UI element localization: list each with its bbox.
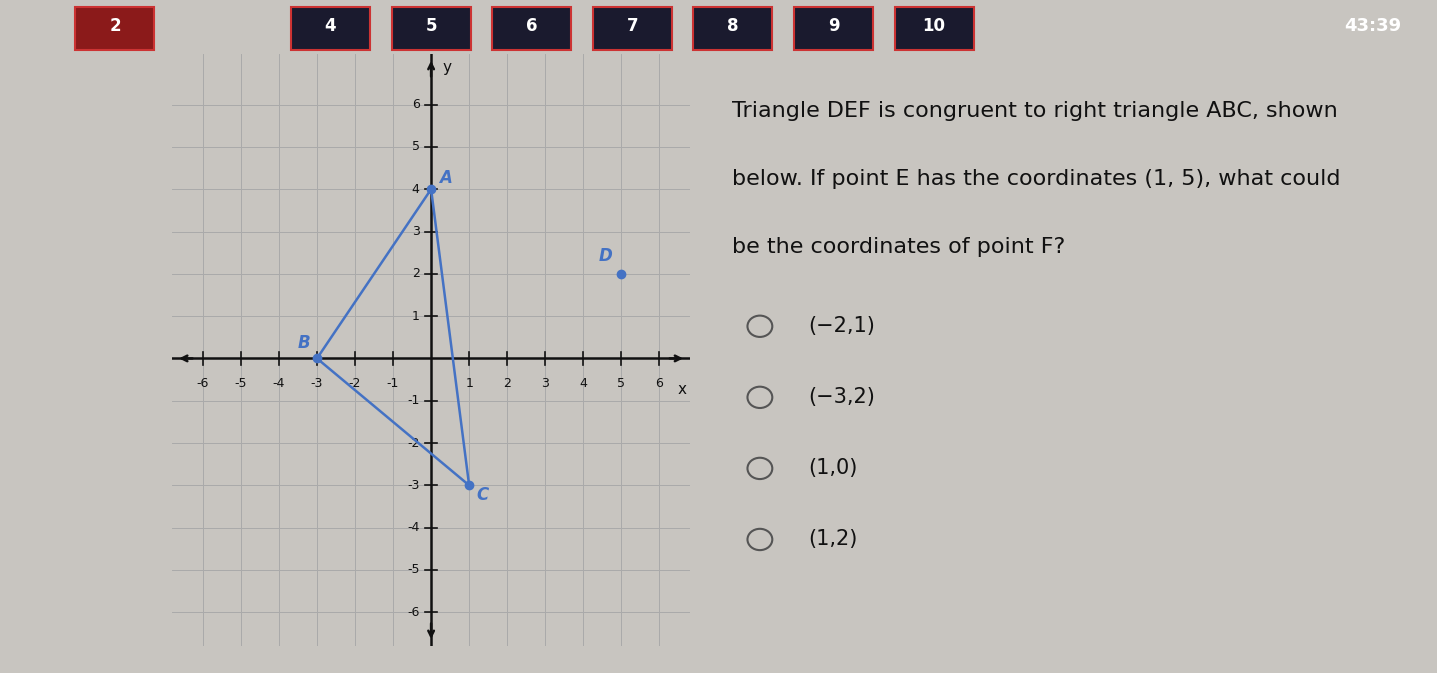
Text: A: A bbox=[438, 169, 451, 187]
Text: 6: 6 bbox=[412, 98, 420, 111]
Text: (−2,1): (−2,1) bbox=[808, 316, 875, 336]
Text: -4: -4 bbox=[273, 378, 285, 390]
Text: 2: 2 bbox=[109, 17, 121, 35]
Text: 3: 3 bbox=[412, 225, 420, 238]
Bar bbox=[391, 7, 470, 50]
Text: Triangle DEF is congruent to right triangle ABC, shown: Triangle DEF is congruent to right trian… bbox=[733, 101, 1338, 121]
Text: -3: -3 bbox=[407, 479, 420, 492]
Text: 7: 7 bbox=[627, 17, 638, 35]
Text: be the coordinates of point F?: be the coordinates of point F? bbox=[733, 238, 1066, 258]
Text: -2: -2 bbox=[349, 378, 361, 390]
Text: 2: 2 bbox=[503, 378, 512, 390]
Text: 2: 2 bbox=[412, 267, 420, 281]
Text: 43:39: 43:39 bbox=[1344, 17, 1401, 35]
Text: -6: -6 bbox=[407, 606, 420, 618]
Bar bbox=[76, 7, 155, 50]
Text: C: C bbox=[477, 486, 489, 504]
Text: (1,2): (1,2) bbox=[808, 530, 858, 549]
Bar bbox=[592, 7, 671, 50]
Text: -5: -5 bbox=[407, 563, 420, 577]
Text: 8: 8 bbox=[727, 17, 739, 35]
Text: B: B bbox=[297, 334, 310, 352]
Text: 4: 4 bbox=[412, 182, 420, 196]
Text: -5: -5 bbox=[234, 378, 247, 390]
Text: 6: 6 bbox=[526, 17, 537, 35]
Text: -6: -6 bbox=[197, 378, 208, 390]
Text: 5: 5 bbox=[425, 17, 437, 35]
Text: -4: -4 bbox=[407, 521, 420, 534]
Text: 5: 5 bbox=[411, 141, 420, 153]
Text: 6: 6 bbox=[655, 378, 664, 390]
Text: -1: -1 bbox=[407, 394, 420, 407]
Bar bbox=[290, 7, 371, 50]
Text: x: x bbox=[678, 382, 687, 396]
Text: (−3,2): (−3,2) bbox=[808, 388, 875, 407]
Text: 4: 4 bbox=[325, 17, 336, 35]
Text: (1,0): (1,0) bbox=[808, 458, 858, 479]
Bar bbox=[693, 7, 773, 50]
Text: -2: -2 bbox=[407, 437, 420, 450]
Text: 10: 10 bbox=[923, 17, 946, 35]
Text: below. If point E has the coordinates (1, 5), what could: below. If point E has the coordinates (1… bbox=[733, 170, 1341, 189]
Bar bbox=[793, 7, 874, 50]
Bar bbox=[491, 7, 572, 50]
Text: 1: 1 bbox=[412, 310, 420, 322]
Text: 4: 4 bbox=[579, 378, 588, 390]
Text: D: D bbox=[598, 247, 612, 265]
Text: 5: 5 bbox=[618, 378, 625, 390]
Text: y: y bbox=[443, 60, 451, 75]
Text: 3: 3 bbox=[542, 378, 549, 390]
Bar bbox=[894, 7, 974, 50]
Text: -1: -1 bbox=[387, 378, 399, 390]
Text: -3: -3 bbox=[310, 378, 323, 390]
Text: 1: 1 bbox=[466, 378, 473, 390]
Text: 9: 9 bbox=[828, 17, 839, 35]
